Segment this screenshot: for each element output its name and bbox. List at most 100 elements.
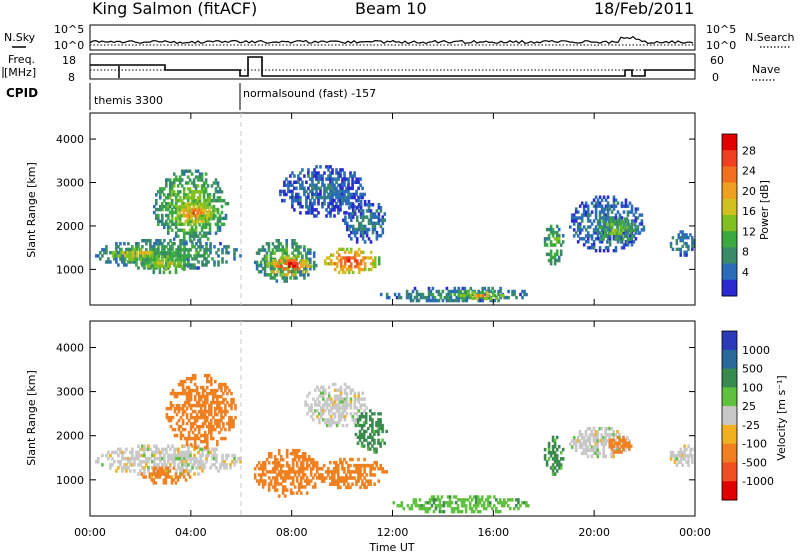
velocity-cell [231, 460, 234, 464]
power-cell [312, 254, 316, 258]
power-cell [194, 187, 198, 191]
velocity-cell [357, 397, 360, 401]
velocity-cell [129, 460, 132, 464]
velocity-cell [155, 444, 158, 448]
power-cell [693, 244, 696, 249]
power-cell [291, 192, 294, 197]
power-cell [157, 251, 160, 255]
power-cell [274, 261, 277, 266]
power-cell [335, 256, 339, 260]
power-cell [209, 242, 212, 246]
power-cell [178, 178, 182, 182]
power-cell [221, 248, 224, 252]
velocity-cell [383, 470, 386, 474]
power-cell [379, 218, 383, 222]
velocity-cell [233, 456, 236, 461]
power-cell [325, 186, 328, 191]
velocity-cell [197, 424, 201, 429]
power-cell [578, 222, 582, 226]
velocity-cell [482, 501, 486, 505]
power-cell [465, 289, 469, 294]
velocity-cell [545, 460, 549, 464]
velocity-cell [181, 403, 185, 408]
velocity-cell [193, 456, 196, 461]
velocity-cell [341, 476, 344, 480]
velocity-cell [495, 510, 498, 514]
velocity-cell [354, 423, 358, 428]
velocity-cell [525, 501, 528, 505]
power-cell [491, 294, 495, 298]
power-cell [220, 190, 224, 194]
velocity-cell [263, 467, 267, 471]
velocity-cell [222, 397, 225, 402]
velocity-cell [373, 467, 376, 471]
power-cell [168, 264, 172, 268]
power-cell [194, 169, 198, 173]
velocity-cell [195, 424, 199, 429]
velocity-cell [333, 421, 337, 425]
power-cell [151, 250, 155, 255]
power-cell [363, 199, 367, 204]
velocity-cell [488, 504, 492, 508]
power-cell [337, 189, 340, 194]
power-cell [216, 190, 220, 194]
power-cell [461, 296, 465, 301]
power-cell [257, 270, 261, 274]
velocity-cell [203, 400, 207, 405]
power-cell [561, 234, 565, 238]
power-cell [178, 190, 182, 194]
velocity-cell [224, 382, 227, 387]
velocity-cell [275, 479, 279, 483]
power-cell [107, 260, 110, 264]
power-cell [302, 264, 305, 268]
velocity-cell [293, 448, 297, 453]
velocity-cell [320, 385, 323, 389]
power-cell [549, 224, 553, 229]
power-cell [373, 259, 377, 263]
velocity-cell [185, 460, 188, 464]
power-cell [555, 224, 559, 229]
power-cell [198, 193, 202, 197]
power-cell [417, 298, 421, 303]
power-cell [323, 171, 326, 175]
velocity-cell [324, 476, 328, 480]
power-cell [351, 270, 355, 275]
velocity-cell [173, 447, 176, 452]
power-cell [139, 247, 143, 252]
power-cell [625, 240, 629, 244]
power-cell [351, 180, 354, 184]
power-cell [365, 227, 369, 232]
power-cell [347, 267, 351, 272]
velocity-cell [318, 394, 321, 398]
power-cell [279, 242, 283, 246]
power-cell [331, 177, 334, 181]
power-cell [604, 228, 607, 233]
velocity-cell [179, 379, 183, 384]
power-cell [385, 292, 389, 297]
power-cell [205, 251, 208, 255]
velocity-cell [191, 373, 195, 378]
velocity-cell [184, 478, 188, 482]
power-cell [576, 222, 580, 226]
velocity-cell [208, 412, 211, 417]
power-cell [212, 204, 216, 209]
power-cell [371, 212, 375, 216]
power-cell [309, 177, 312, 181]
power-cell [623, 217, 627, 221]
velocity-cell [177, 453, 180, 458]
velocity-cell [199, 460, 202, 464]
power-cell [202, 217, 205, 221]
power-cell [163, 193, 166, 197]
velocity-cell [612, 436, 615, 440]
power-cell [297, 195, 300, 200]
power-cell [165, 204, 168, 209]
velocity-cell [353, 421, 357, 425]
power-cell [178, 204, 182, 209]
power-cell [333, 214, 336, 218]
power-cell [359, 192, 362, 197]
power-cell [214, 222, 218, 226]
power-cell [286, 273, 289, 277]
velocity-cell [356, 418, 360, 422]
power-cell [315, 174, 318, 178]
power-cell [295, 276, 298, 280]
